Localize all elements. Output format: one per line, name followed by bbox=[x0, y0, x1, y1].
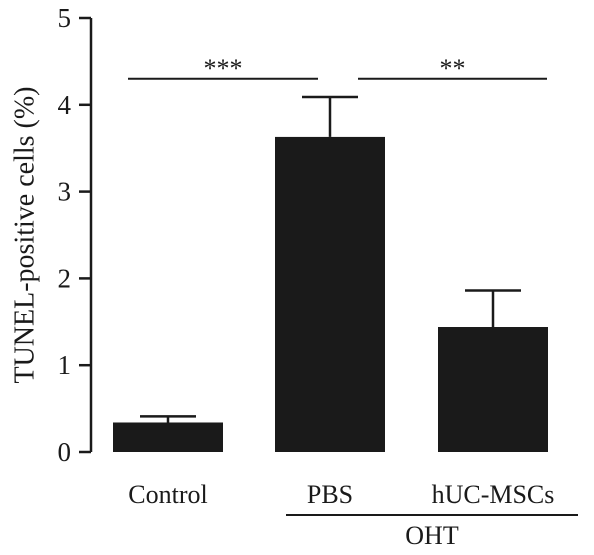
significance-stars: ** bbox=[440, 54, 466, 83]
group-label-oht: OHT bbox=[405, 521, 459, 550]
group-bracket: OHT bbox=[286, 514, 578, 550]
category-label: PBS bbox=[307, 480, 353, 509]
significance-stars: *** bbox=[204, 54, 243, 83]
y-axis-ticks: 0 1 2 3 4 5 bbox=[58, 3, 91, 467]
y-tick-label: 5 bbox=[58, 3, 72, 33]
y-tick-label: 2 bbox=[58, 263, 72, 293]
category-label: Control bbox=[128, 480, 207, 509]
y-tick-label: 1 bbox=[58, 350, 72, 380]
category-labels: Control PBS hUC-MSCs bbox=[128, 480, 554, 509]
y-tick-label: 4 bbox=[58, 90, 72, 120]
y-tick-label: 3 bbox=[58, 177, 72, 207]
y-axis-title: TUNEL-positive cells (%) bbox=[9, 86, 40, 383]
bar bbox=[438, 327, 548, 452]
bar bbox=[113, 422, 223, 452]
bars bbox=[113, 95, 548, 452]
bar bbox=[275, 136, 385, 452]
significance-annotations: *** ** bbox=[128, 54, 547, 83]
category-label: hUC-MSCs bbox=[432, 480, 555, 509]
y-tick-label: 0 bbox=[58, 437, 72, 467]
